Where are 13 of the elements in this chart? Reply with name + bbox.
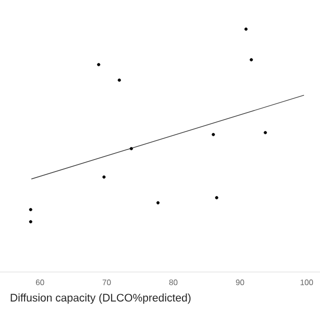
point <box>215 196 218 200</box>
point <box>97 63 100 66</box>
point <box>244 28 248 31</box>
point <box>250 58 253 62</box>
point <box>29 208 32 212</box>
point <box>264 131 267 134</box>
point <box>212 132 215 136</box>
point <box>102 175 106 179</box>
x-axis-title: Diffusion capacity (DLCO%predicted) <box>10 294 191 304</box>
point <box>29 220 32 224</box>
point <box>130 147 133 150</box>
point <box>118 78 121 82</box>
point <box>156 201 160 204</box>
